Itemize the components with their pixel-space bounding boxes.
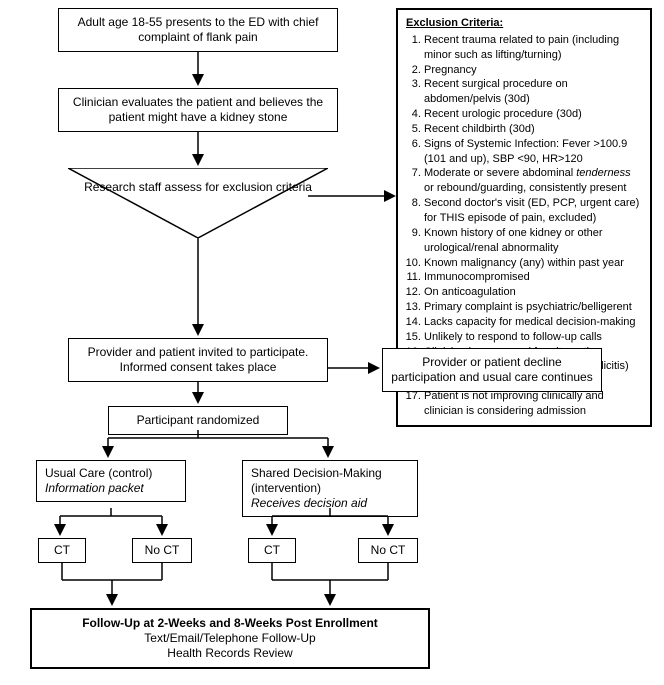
arm-control: Usual Care (control) Information packet xyxy=(36,460,186,502)
node-exclusion-assess: Research staff assess for exclusion crit… xyxy=(68,168,328,238)
exclusion-item: Recent urologic procedure (30d) xyxy=(424,107,642,122)
exclusion-item: Unlikely to respond to follow-up calls xyxy=(424,330,642,345)
split-connector-icon xyxy=(242,508,418,538)
node-followup: Follow-Up at 2-Weeks and 8-Weeks Post En… xyxy=(30,608,430,669)
flow-column: Adult age 18-55 presents to the ED with … xyxy=(48,8,348,435)
arm-control-sub: Information packet xyxy=(45,481,144,495)
ct-label: CT xyxy=(264,543,280,557)
noct-label: No CT xyxy=(371,543,406,557)
noct-label: No CT xyxy=(145,543,180,557)
exclusion-item: Known malignancy (any) within past year xyxy=(424,256,642,271)
node-presentation: Adult age 18-55 presents to the ED with … xyxy=(58,8,338,52)
ct-label: CT xyxy=(54,543,70,557)
node-consent-text: Provider and patient invited to particip… xyxy=(88,345,309,374)
node-exclusion-assess-text: Research staff assess for exclusion crit… xyxy=(68,180,328,195)
arrow-right-icon xyxy=(328,360,382,376)
merge-connector-icon xyxy=(36,562,436,608)
node-decline: Provider or patient decline participatio… xyxy=(382,348,602,392)
exclusion-item: Moderate or severe abdominal tenderness … xyxy=(424,166,642,196)
noct-box: No CT xyxy=(132,538,192,563)
exclusion-item: Recent childbirth (30d) xyxy=(424,122,642,137)
exclusion-item: Primary complaint is psychiatric/bellige… xyxy=(424,300,642,315)
followup-line2: Health Records Review xyxy=(167,646,292,660)
noct-box: No CT xyxy=(358,538,418,563)
node-clinician-eval-text: Clinician evaluates the patient and beli… xyxy=(73,95,323,124)
exclusion-item: On anticoagulation xyxy=(424,285,642,300)
exclusion-item: Signs of Systemic Infection: Fever >100.… xyxy=(424,137,642,167)
arrow-down-icon xyxy=(188,132,208,168)
exclusion-item: Second doctor's visit (ED, PCP, urgent c… xyxy=(424,196,642,226)
arrow-right-icon xyxy=(308,188,398,204)
node-consent: Provider and patient invited to particip… xyxy=(68,338,328,382)
node-decline-text: Provider or patient decline participatio… xyxy=(391,355,592,384)
exclusion-item: Recent trauma related to pain (including… xyxy=(424,33,642,63)
exclusion-item: Lacks capacity for medical decision-maki… xyxy=(424,315,642,330)
followup-title: Follow-Up at 2-Weeks and 8-Weeks Post En… xyxy=(82,616,378,630)
node-randomized-text: Participant randomized xyxy=(137,413,260,427)
ct-box: CT xyxy=(38,538,86,563)
exclusion-title: Exclusion Criteria: xyxy=(406,16,642,31)
arrow-down-icon xyxy=(188,52,208,88)
arrow-down-icon xyxy=(188,238,208,338)
followup-line1: Text/Email/Telephone Follow-Up xyxy=(144,631,315,645)
exclusion-item: Known history of one kidney or other uro… xyxy=(424,226,642,256)
split-connector-icon xyxy=(68,430,398,460)
exclusion-item: Immunocompromised xyxy=(424,270,642,285)
node-presentation-text: Adult age 18-55 presents to the ED with … xyxy=(78,15,319,44)
split-connector-icon xyxy=(36,508,186,538)
exclusion-item: Pregnancy xyxy=(424,63,642,78)
exclusion-item: Patient is not improving clinically and … xyxy=(424,389,642,419)
arm-int-title: Shared Decision-Making (intervention) xyxy=(251,466,382,495)
arm-control-title: Usual Care (control) xyxy=(45,466,152,480)
node-clinician-eval: Clinician evaluates the patient and beli… xyxy=(58,88,338,132)
exclusion-item: Recent surgical procedure on abdomen/pel… xyxy=(424,77,642,107)
arrow-down-icon xyxy=(188,382,208,406)
ct-box: CT xyxy=(248,538,296,563)
